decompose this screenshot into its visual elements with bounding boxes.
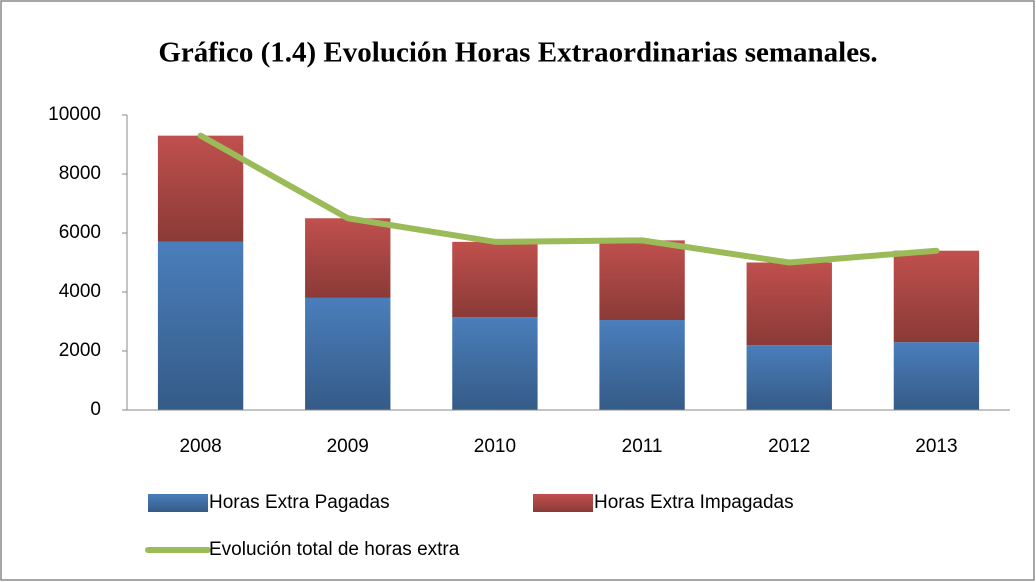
chart-title: Gráfico (1.4) Evolución Horas Extraordin… (158, 37, 877, 69)
bar (599, 320, 685, 410)
legend-label: Horas Extra Pagadas (209, 492, 390, 513)
bar (452, 241, 538, 318)
bar (452, 317, 538, 410)
y-tick-label: 6000 (59, 222, 101, 243)
bar (746, 262, 832, 346)
bar (746, 345, 832, 410)
bar (893, 250, 980, 343)
legend-swatch (148, 494, 208, 512)
bar (599, 240, 685, 321)
x-tick-label: 2008 (179, 436, 221, 457)
bar (305, 297, 391, 410)
x-tick-label: 2013 (915, 436, 957, 457)
bar (157, 241, 244, 410)
bar (893, 342, 980, 410)
y-tick-label: 0 (90, 399, 101, 420)
legend-label: Horas Extra Impagadas (594, 492, 794, 513)
x-tick-label: 2010 (474, 436, 516, 457)
x-tick-label: 2012 (768, 436, 810, 457)
x-tick-label: 2009 (327, 436, 369, 457)
y-tick-label: 4000 (59, 281, 101, 302)
bar (305, 218, 391, 298)
y-tick-label: 10000 (48, 104, 101, 125)
legend-label: Evolución total de horas extra (209, 539, 460, 560)
x-tick-label: 2011 (622, 436, 663, 457)
y-tick-label: 2000 (59, 340, 101, 361)
legend-swatch (533, 494, 593, 512)
line (197, 132, 940, 266)
y-tick-label: 8000 (59, 163, 101, 184)
